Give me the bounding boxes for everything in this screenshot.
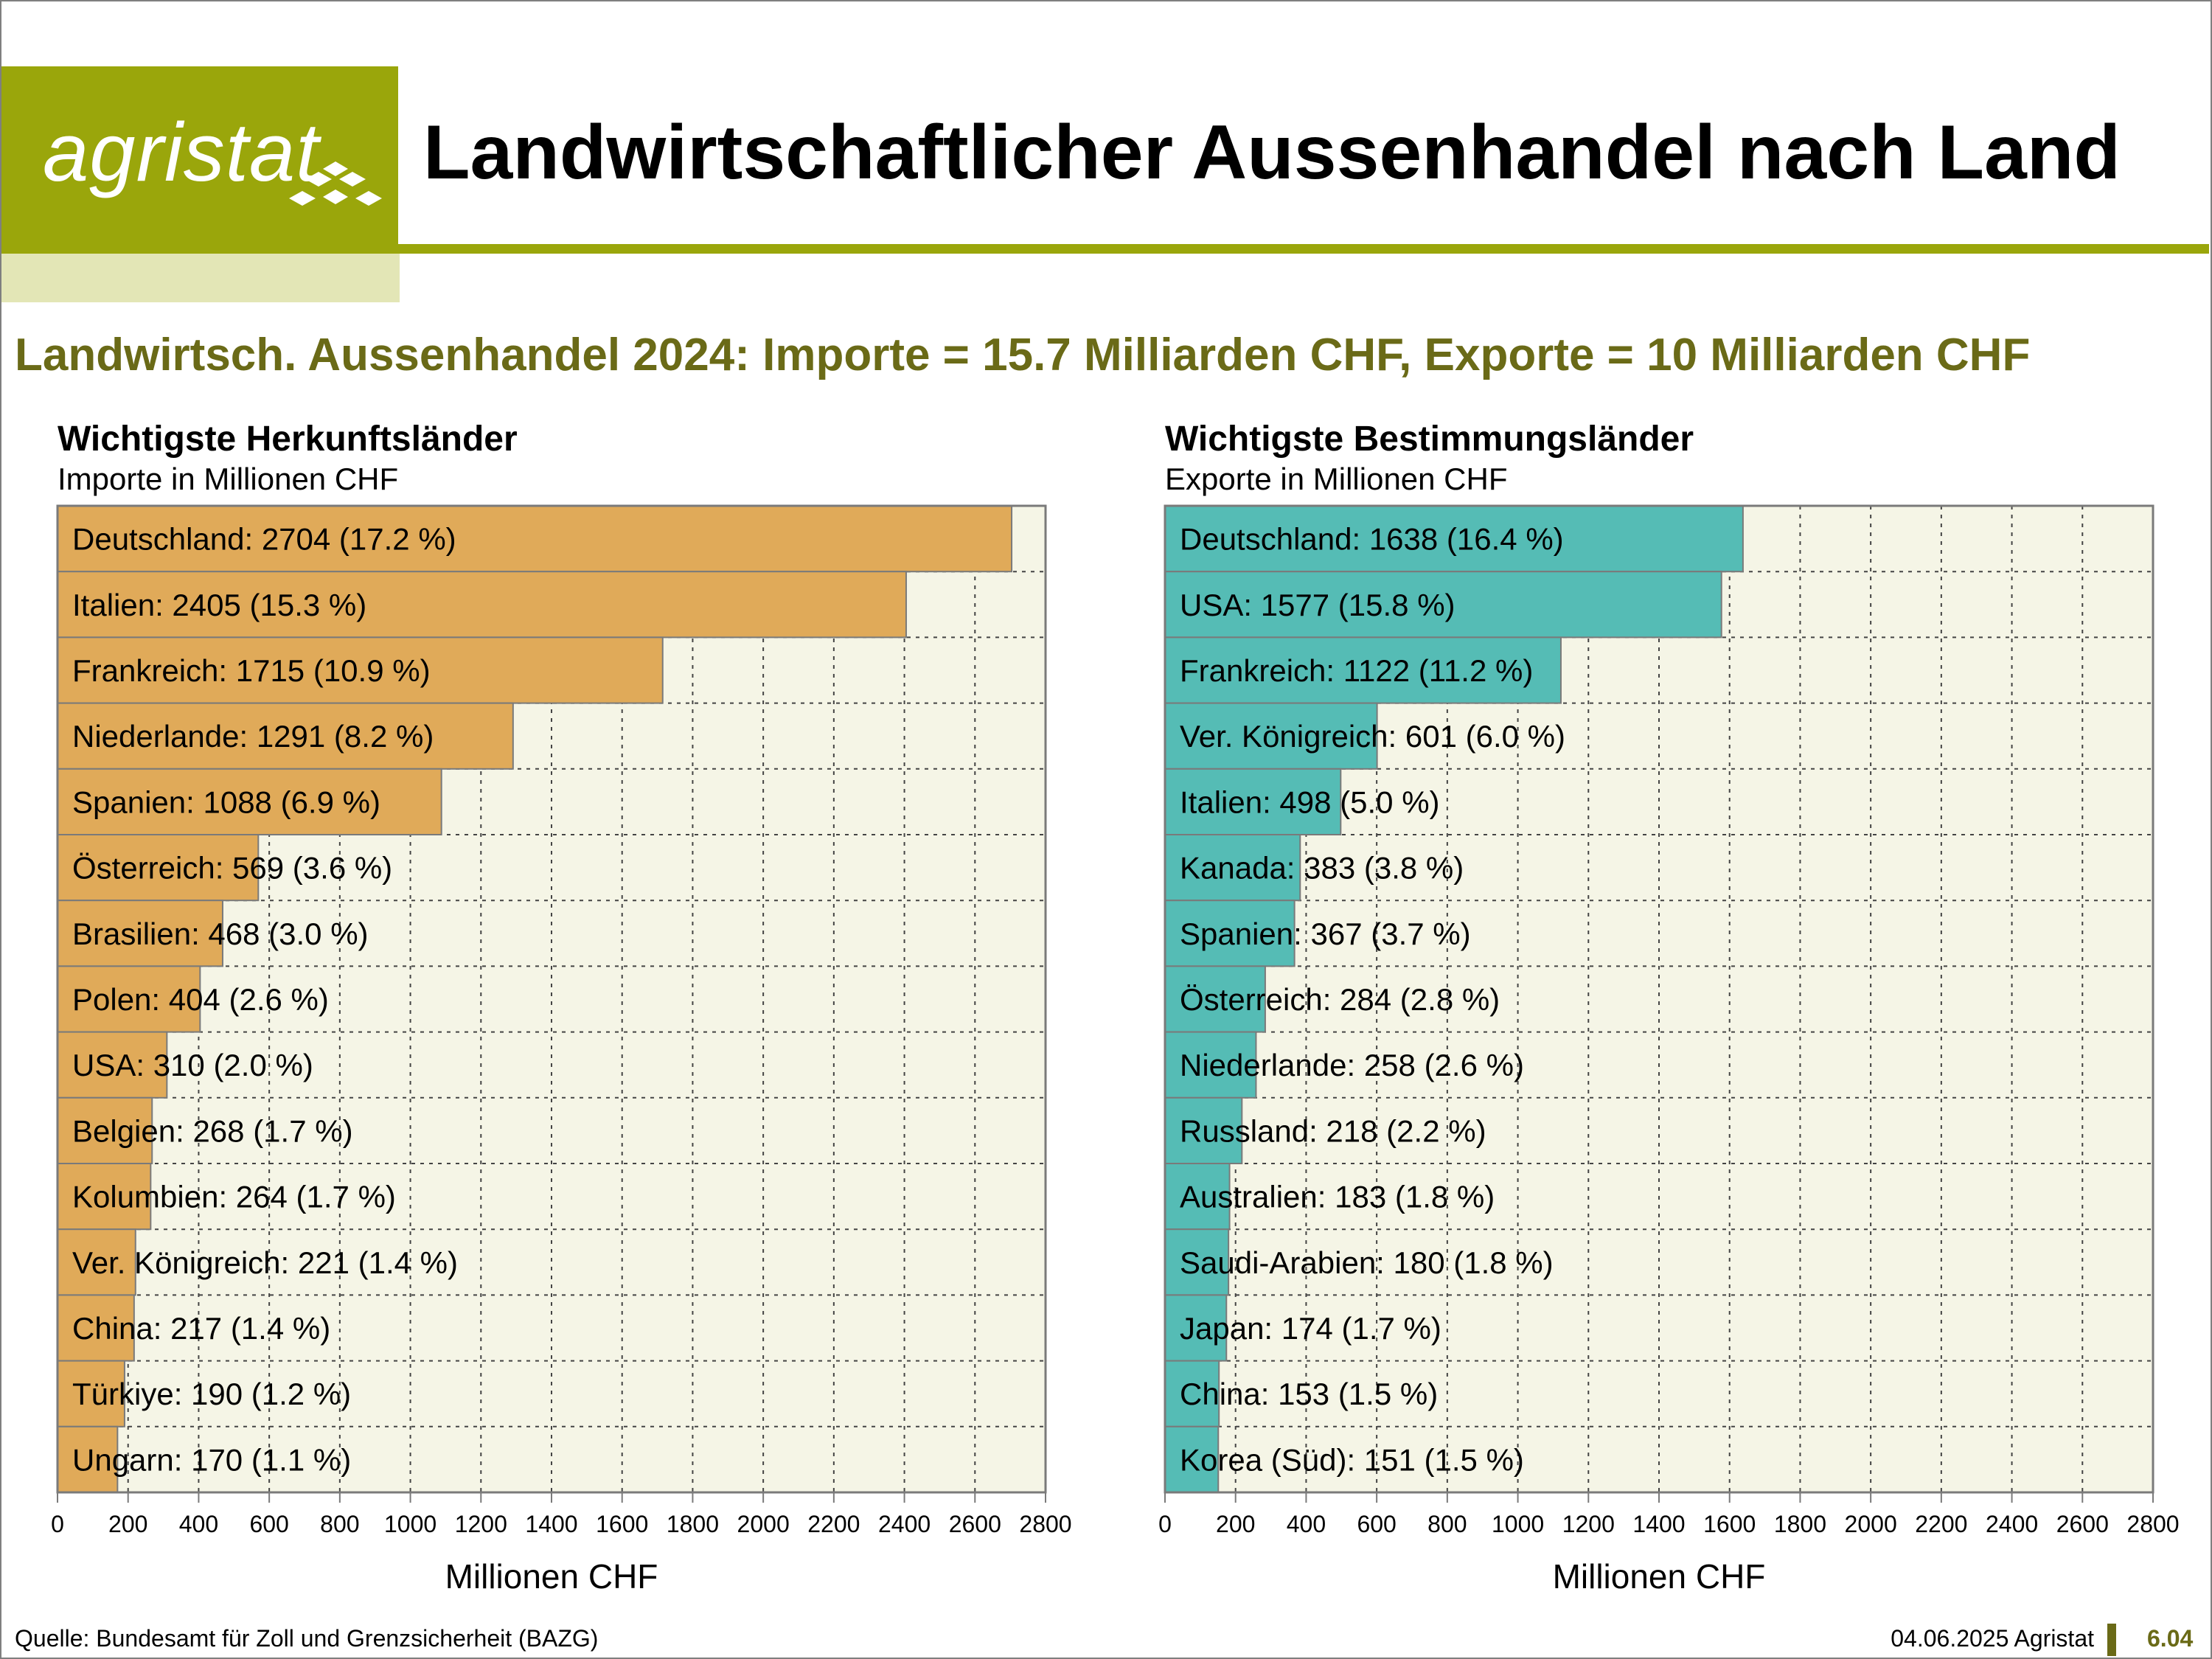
- imports-data-label: Türkiye: 190 (1.2 %): [72, 1377, 351, 1411]
- exports-data-label: Ver. Königreich: 601 (6.0 %): [1180, 719, 1565, 754]
- imports-panel-title: Wichtigste Herkunftsländer: [58, 420, 518, 459]
- imports-data-label: China: 217 (1.4 %): [72, 1311, 330, 1346]
- page-title: Landwirtschaftlicher Aussenhandel nach L…: [423, 110, 2121, 195]
- imports-bar: [57, 702, 514, 770]
- imports-tick-label: 2400: [878, 1511, 931, 1537]
- exports-tick-label: 400: [1287, 1511, 1326, 1537]
- imports-data-label: Polen: 404 (2.6 %): [72, 982, 329, 1017]
- imports-data-label: USA: 310 (2.0 %): [72, 1048, 313, 1082]
- imports-data-label: Spanien: 1088 (6.9 %): [72, 785, 380, 819]
- exports-tick-label: 200: [1216, 1511, 1255, 1537]
- exports-bar: [1164, 571, 1722, 639]
- imports-data-label: Frankreich: 1715 (10.9 %): [72, 653, 431, 688]
- imports-bar: [57, 505, 1013, 573]
- imports-data-label: Deutschland: 2704 (17.2 %): [72, 522, 456, 557]
- summary-subtitle: Landwirtsch. Aussenhandel 2024: Importe …: [15, 330, 2031, 380]
- imports-tick-label: 2200: [807, 1511, 860, 1537]
- imports-data-label: Niederlande: 1291 (8.2 %): [72, 719, 434, 754]
- exports-tick-label: 2800: [2126, 1511, 2179, 1537]
- exports-data-label: USA: 1577 (15.8 %): [1180, 588, 1455, 622]
- exports-tick-label: 0: [1158, 1511, 1172, 1537]
- exports-data-label: Australien: 183 (1.8 %): [1180, 1180, 1495, 1214]
- exports-bar: [1164, 1163, 1231, 1231]
- imports-tick-label: 1200: [455, 1511, 507, 1537]
- page-number: 6.04: [2147, 1625, 2194, 1652]
- imports-tick-label: 1600: [596, 1511, 648, 1537]
- exports-tick-label: 1200: [1562, 1511, 1615, 1537]
- exports-data-label: Deutschland: 1638 (16.4 %): [1180, 522, 1564, 557]
- imports-x-axis-title: Millionen CHF: [445, 1557, 658, 1596]
- imports-tick-label: 1400: [525, 1511, 577, 1537]
- exports-bar: [1164, 702, 1378, 770]
- exports-panel-title: Wichtigste Bestimmungsländer: [1165, 420, 1694, 459]
- imports-data-label: Ungarn: 170 (1.1 %): [72, 1442, 351, 1477]
- imports-data-label: Kolumbien: 264 (1.7 %): [72, 1180, 396, 1214]
- exports-panel-subtitle: Exporte in Millionen CHF: [1165, 462, 1508, 496]
- exports-data-label: Kanada: 383 (3.8 %): [1180, 851, 1464, 886]
- exports-tick-label: 2400: [1986, 1511, 2038, 1537]
- exports-tick-label: 2600: [2056, 1511, 2109, 1537]
- imports-data-label: Brasilien: 468 (3.0 %): [72, 917, 369, 951]
- imports-bar: [57, 1425, 119, 1494]
- imports-tick-label: 0: [51, 1511, 64, 1537]
- exports-data-label: Russland: 218 (2.2 %): [1180, 1113, 1486, 1148]
- logo-shadow: [1, 254, 400, 302]
- logo: [1, 66, 398, 254]
- header-rule: [398, 244, 2209, 254]
- exports-bar: [1164, 636, 1562, 704]
- exports-tick-label: 800: [1427, 1511, 1467, 1537]
- imports-data-label: Italien: 2405 (15.3 %): [72, 588, 366, 622]
- exports-data-label: Niederlande: 258 (2.6 %): [1180, 1048, 1524, 1082]
- exports-tick-label: 1600: [1703, 1511, 1756, 1537]
- imports-tick-label: 2000: [737, 1511, 790, 1537]
- exports-data-label: China: 153 (1.5 %): [1180, 1377, 1438, 1411]
- imports-tick-label: 600: [249, 1511, 288, 1537]
- imports-tick-label: 200: [108, 1511, 147, 1537]
- exports-data-label: Frankreich: 1122 (11.2 %): [1180, 653, 1533, 688]
- imports-data-label: Österreich: 569 (3.6 %): [72, 851, 392, 886]
- imports-data-label: Ver. Königreich: 221 (1.4 %): [72, 1245, 458, 1280]
- imports-bar: [57, 571, 907, 639]
- footer-divider: [2107, 1624, 2116, 1656]
- exports-data-label: Österreich: 284 (2.8 %): [1180, 982, 1500, 1017]
- exports-tick-label: 2000: [1845, 1511, 1897, 1537]
- exports-data-label: Spanien: 367 (3.7 %): [1180, 917, 1471, 951]
- footer-date: 04.06.2025 Agristat: [1891, 1625, 2094, 1652]
- imports-tick-label: 800: [320, 1511, 359, 1537]
- exports-bar: [1164, 1096, 1243, 1165]
- imports-bar: [57, 965, 201, 1033]
- imports-bar: [57, 1096, 153, 1165]
- imports-data-label: Belgien: 268 (1.7 %): [72, 1113, 353, 1148]
- logo-mark-icon: [289, 161, 382, 206]
- imports-bar: [57, 1031, 168, 1099]
- imports-panel-subtitle: Importe in Millionen CHF: [58, 462, 399, 496]
- exports-tick-label: 600: [1357, 1511, 1396, 1537]
- exports-tick-label: 1400: [1632, 1511, 1685, 1537]
- logo-text: agristat: [43, 106, 320, 198]
- exports-data-label: Saudi-Arabien: 180 (1.8 %): [1180, 1245, 1554, 1280]
- exports-data-label: Japan: 174 (1.7 %): [1180, 1311, 1441, 1346]
- imports-tick-label: 2600: [949, 1511, 1001, 1537]
- exports-x-axis-title: Millionen CHF: [1553, 1557, 1766, 1596]
- imports-bar: [57, 1163, 152, 1231]
- imports-bar: [57, 1228, 136, 1296]
- imports-tick-label: 1000: [384, 1511, 437, 1537]
- exports-bar: [1164, 965, 1266, 1033]
- exports-bar: [1164, 1294, 1228, 1362]
- exports-bar: [1164, 900, 1295, 967]
- exports-tick-label: 1800: [1774, 1511, 1826, 1537]
- exports-data-label: Italien: 498 (5.0 %): [1180, 785, 1440, 819]
- exports-tick-label: 1000: [1492, 1511, 1544, 1537]
- imports-tick-label: 400: [179, 1511, 218, 1537]
- imports-tick-label: 2800: [1019, 1511, 1071, 1537]
- exports-bar: [1164, 1228, 1230, 1296]
- exports-data-label: Korea (Süd): 151 (1.5 %): [1180, 1442, 1524, 1477]
- imports-tick-label: 1800: [667, 1511, 719, 1537]
- source-note: Quelle: Bundesamt für Zoll und Grenzsich…: [15, 1625, 599, 1652]
- exports-tick-label: 2200: [1915, 1511, 1967, 1537]
- imports-bar: [57, 636, 664, 704]
